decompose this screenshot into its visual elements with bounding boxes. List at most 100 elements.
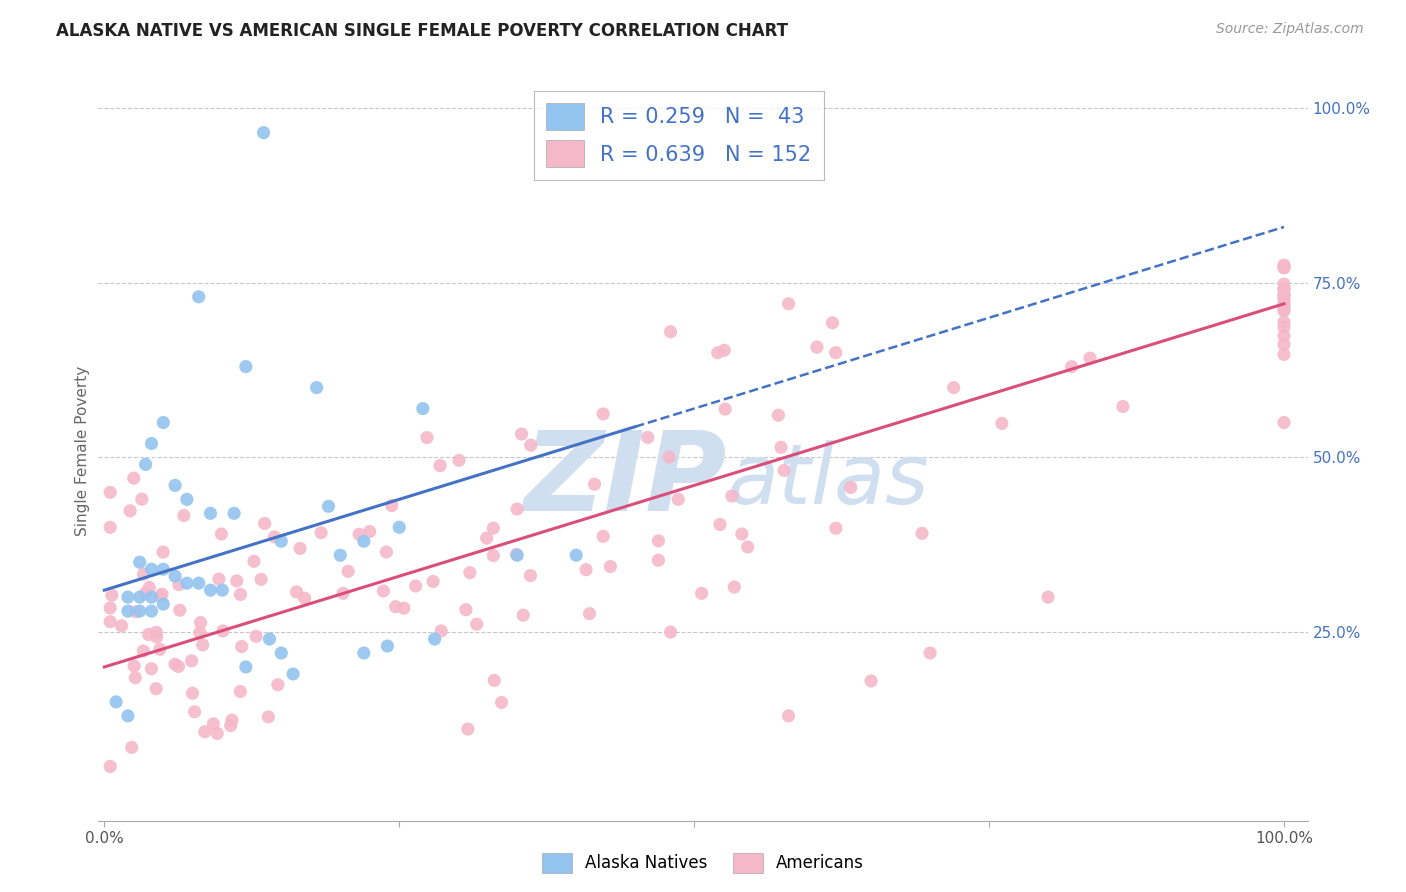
Point	[117, 604, 139, 618]
Point	[305, 381, 328, 395]
Point	[465, 617, 488, 632]
Point	[575, 563, 598, 577]
Point	[181, 686, 204, 700]
Point	[991, 417, 1014, 431]
Point	[1272, 320, 1295, 334]
Point	[920, 646, 942, 660]
Point	[128, 604, 150, 618]
Point	[1272, 299, 1295, 313]
Point	[1272, 301, 1295, 316]
Point	[721, 489, 744, 503]
Point	[505, 548, 527, 562]
Point	[359, 524, 381, 539]
Legend: R = 0.259   N =  43, R = 0.639   N = 152: R = 0.259 N = 43, R = 0.639 N = 152	[534, 91, 824, 179]
Point	[457, 722, 479, 736]
Point	[423, 632, 446, 646]
Point	[294, 591, 316, 606]
Point	[98, 601, 121, 615]
Text: ZIP: ZIP	[523, 426, 727, 533]
Point	[209, 527, 232, 541]
Point	[138, 581, 160, 595]
Point	[337, 565, 360, 579]
Point	[778, 297, 800, 311]
Point	[149, 642, 172, 657]
Point	[1272, 329, 1295, 343]
Point	[152, 545, 174, 559]
Point	[122, 659, 145, 673]
Point	[821, 316, 844, 330]
Point	[221, 713, 243, 727]
Point	[731, 527, 754, 541]
Point	[141, 562, 163, 576]
Point	[257, 710, 280, 724]
Point	[231, 640, 253, 654]
Point	[235, 660, 257, 674]
Point	[117, 590, 139, 604]
Point	[101, 588, 124, 602]
Point	[141, 590, 163, 604]
Point	[519, 568, 541, 582]
Point	[392, 601, 415, 615]
Point	[191, 638, 214, 652]
Point	[416, 431, 439, 445]
Text: Source: ZipAtlas.com: Source: ZipAtlas.com	[1216, 22, 1364, 37]
Point	[212, 624, 235, 638]
Point	[245, 629, 267, 643]
Point	[860, 673, 883, 688]
Point	[120, 504, 142, 518]
Point	[942, 381, 965, 395]
Point	[666, 492, 689, 507]
Point	[110, 619, 132, 633]
Point	[188, 625, 211, 640]
Point	[211, 583, 233, 598]
Point	[229, 684, 252, 698]
Point	[141, 604, 163, 618]
Point	[235, 359, 257, 374]
Point	[583, 477, 606, 491]
Point	[647, 533, 669, 548]
Point	[659, 325, 682, 339]
Point	[1272, 260, 1295, 275]
Point	[219, 718, 242, 732]
Point	[384, 599, 406, 614]
Point	[347, 527, 370, 541]
Point	[270, 534, 292, 549]
Point	[429, 458, 451, 473]
Point	[706, 345, 728, 359]
Point	[1272, 337, 1295, 351]
Point	[200, 583, 222, 598]
Point	[98, 615, 121, 629]
Point	[167, 577, 190, 591]
Point	[285, 585, 308, 599]
Point	[194, 724, 217, 739]
Point	[512, 608, 534, 623]
Point	[270, 646, 292, 660]
Point	[599, 559, 621, 574]
Point	[318, 500, 340, 514]
Point	[381, 499, 404, 513]
Point	[475, 531, 498, 545]
Point	[430, 624, 453, 638]
Point	[768, 408, 790, 422]
Point	[1272, 282, 1295, 296]
Point	[422, 574, 444, 589]
Point	[329, 548, 352, 562]
Point	[737, 540, 759, 554]
Point	[482, 521, 505, 535]
Point	[1272, 287, 1295, 301]
Point	[202, 716, 225, 731]
Point	[122, 471, 145, 485]
Point	[288, 541, 311, 556]
Point	[565, 548, 588, 562]
Point	[713, 343, 735, 358]
Point	[405, 579, 427, 593]
Point	[187, 290, 209, 304]
Point	[252, 126, 274, 140]
Point	[458, 566, 481, 580]
Point	[375, 545, 398, 559]
Legend: Alaska Natives, Americans: Alaska Natives, Americans	[536, 847, 870, 880]
Point	[105, 695, 128, 709]
Point	[207, 726, 229, 740]
Point	[911, 526, 934, 541]
Point	[1272, 315, 1295, 329]
